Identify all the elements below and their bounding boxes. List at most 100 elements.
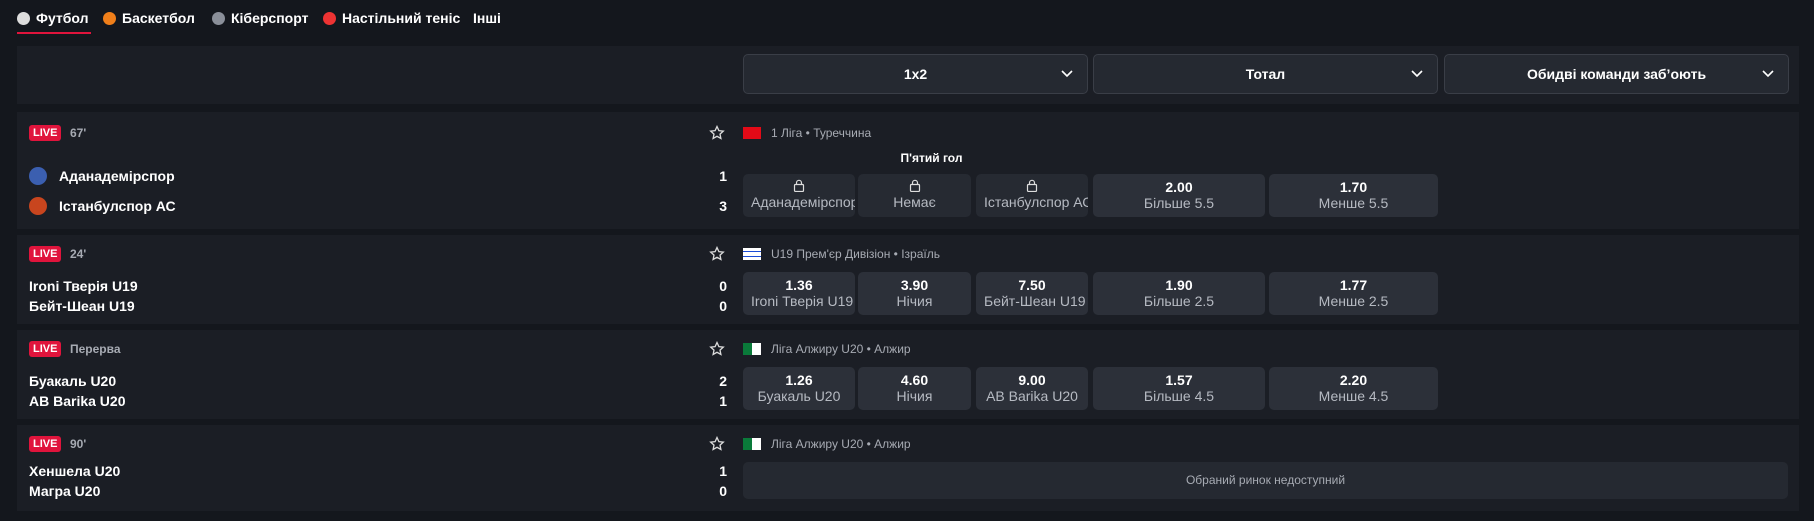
odds-value: 1.70 — [1339, 179, 1368, 195]
team-score: 2 — [719, 373, 727, 389]
odds-button[interactable]: 1.70 Менше 5.5 — [1269, 174, 1438, 217]
odds-button[interactable]: 1.36 Ironi Тверія U19 — [743, 272, 855, 315]
odds-button: Немає — [858, 174, 971, 217]
tab-icon — [17, 11, 30, 25]
odds-value: 1.77 — [1339, 277, 1368, 293]
lock — [976, 179, 1088, 194]
market-label: 1x2 — [903, 66, 928, 82]
odds-button[interactable]: 9.00 AB Barika U20 — [976, 367, 1088, 410]
odds-button[interactable]: 1.26 Буакаль U20 — [743, 367, 855, 410]
team-name: Аданадемірспор — [59, 168, 175, 184]
team-name: Хеншела U20 — [29, 463, 121, 479]
odds-button[interactable]: 1.90 Більше 2.5 — [1093, 272, 1265, 315]
active-tab-underline — [17, 32, 91, 34]
odds-button: Істанбулспор АС — [976, 174, 1088, 217]
match-row: LIVE Перерва Ліга Алжиру U20 • Алжир Буакал… — [17, 330, 1799, 419]
odds-label: Менше 5.5 — [1318, 195, 1389, 211]
lock — [858, 179, 971, 194]
odds-value: 1.36 — [785, 277, 813, 293]
lock-icon — [793, 179, 805, 193]
odds-label: Нічия — [896, 293, 933, 309]
odds-label: AB Barika U20 — [986, 388, 1078, 404]
lock-icon — [1026, 179, 1038, 193]
match-row: LIVE 90' Ліга Алжиру U20 • Алжир Хеншела U2… — [17, 425, 1799, 511]
team-name: Істанбулспор АС — [59, 198, 176, 214]
match-time: 24' — [70, 247, 87, 261]
market-dropdown[interactable]: Тотал — [1093, 54, 1438, 94]
league-flag — [743, 248, 761, 260]
team-name: Ironi Тверія U19 — [29, 278, 138, 294]
team-logo — [29, 167, 47, 185]
odds-value: 4.60 — [900, 372, 929, 388]
team-name: Бейт-Шеан U19 — [29, 298, 135, 314]
tab-icon — [103, 11, 116, 25]
sport-tab[interactable]: Кіберспорт — [212, 10, 308, 26]
match-row: LIVE 24' U19 Прем'єр Дивізіон • Ізраїль Iro… — [17, 235, 1799, 324]
league-name: Ліга Алжиру U20 • Алжир — [771, 437, 911, 451]
odds-value: 7.50 — [1018, 277, 1046, 293]
chevron — [1762, 70, 1774, 78]
odds-label: Буакаль U20 — [757, 388, 841, 404]
odds-label: Істанбулспор АС — [984, 194, 1088, 210]
chevron — [1411, 70, 1423, 78]
team-score: 0 — [719, 298, 727, 314]
odds-label: Більше 4.5 — [1143, 388, 1215, 404]
market-dropdown[interactable]: 1x2 — [743, 54, 1088, 94]
league-name: U19 Прем'єр Дивізіон • Ізраїль — [771, 247, 940, 261]
odds-label: Немає — [893, 194, 936, 210]
odds-label: Аданадемірспор — [751, 194, 855, 210]
market-header: 1x2 Тотал Обидві команди заб’оють — [17, 46, 1799, 104]
market-dropdown[interactable]: Обидві команди заб’оють — [1444, 54, 1789, 94]
team-logo — [29, 197, 47, 215]
odds-value: 3.90 — [900, 277, 929, 293]
odds-value: 2.00 — [1165, 179, 1193, 195]
odds-value: 9.00 — [1018, 372, 1046, 388]
lock-icon — [909, 179, 920, 193]
team-name: AB Barika U20 — [29, 393, 126, 409]
team-score: 1 — [719, 168, 727, 184]
favorite-star[interactable] — [709, 246, 725, 262]
tab-icon — [323, 11, 336, 25]
favorite-star[interactable] — [709, 436, 725, 452]
team-score: 3 — [719, 198, 727, 214]
league-flag — [743, 343, 761, 355]
tab-label: Настільний теніс — [342, 10, 461, 26]
odds-value: 1.90 — [1165, 277, 1193, 293]
sport-tab[interactable]: Настільний теніс — [323, 10, 460, 26]
odds-label: Менше 2.5 — [1318, 293, 1389, 309]
tab-icon — [212, 11, 225, 25]
odds-label: Нічия — [896, 388, 933, 404]
match-time: 90' — [70, 437, 87, 451]
live-badge: LIVE — [29, 341, 62, 357]
odds-value: 2.20 — [1339, 372, 1368, 388]
chevron — [1061, 70, 1073, 78]
favorite-star[interactable] — [709, 341, 725, 357]
odds-value: 1.57 — [1165, 372, 1193, 388]
tab-label: Баскетбол — [122, 10, 195, 26]
sport-tab[interactable]: Футбол — [17, 10, 89, 26]
market-title: П'ятий гол — [900, 151, 963, 165]
team-name: Буакаль U20 — [29, 373, 117, 389]
odds-value: 1.26 — [785, 372, 813, 388]
odds-button[interactable]: 4.60 Нічия — [858, 367, 971, 410]
odds-button[interactable]: 3.90 Нічия — [858, 272, 971, 315]
odds-button[interactable]: 7.50 Бейт-Шеан U19 — [976, 272, 1088, 315]
match-time: 67' — [70, 126, 87, 140]
favorite-star[interactable] — [709, 125, 725, 141]
sport-tab[interactable]: Інші — [473, 10, 501, 26]
odds-button[interactable]: 1.77 Менше 2.5 — [1269, 272, 1438, 315]
team-score: 1 — [719, 393, 727, 409]
sport-tab[interactable]: Баскетбол — [103, 10, 195, 26]
live-badge: LIVE — [29, 125, 62, 141]
odds-button[interactable]: 2.00 Більше 5.5 — [1093, 174, 1265, 217]
market-unavailable: Обраний ринок недоступний — [743, 462, 1788, 499]
odds-button[interactable]: 1.57 Більше 4.5 — [1093, 367, 1265, 410]
odds-button[interactable]: 2.20 Менше 4.5 — [1269, 367, 1438, 410]
odds-label: Бейт-Шеан U19 — [984, 293, 1086, 309]
live-badge: LIVE — [29, 436, 62, 452]
team-score: 0 — [719, 278, 727, 294]
lock — [743, 179, 855, 194]
league-flag — [743, 127, 761, 139]
league-name: 1 Ліга • Туреччина — [771, 126, 872, 140]
